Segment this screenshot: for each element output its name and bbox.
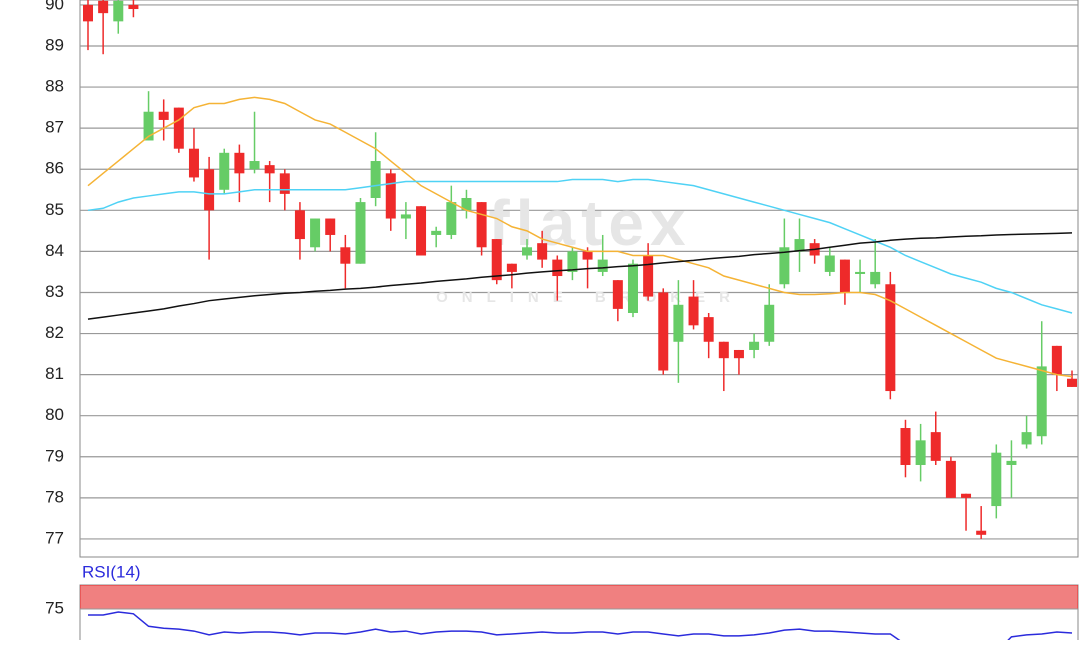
candle-body	[461, 197, 472, 211]
candle-body	[522, 247, 533, 256]
candle-body	[355, 202, 366, 264]
candle-body	[658, 292, 669, 371]
candle-body	[204, 169, 215, 211]
y-tick-label: 83	[45, 282, 64, 301]
candle-body	[733, 349, 744, 359]
candle-body	[476, 202, 487, 248]
moving-average	[87, 178, 1073, 314]
y-tick-label: 90	[45, 0, 64, 13]
panel-plot	[80, 585, 1078, 645]
candle-body	[627, 263, 638, 314]
y-tick-label: 79	[45, 446, 64, 465]
y-tick-label: 86	[45, 159, 64, 178]
overbought-zone	[80, 585, 1078, 610]
candle-body	[158, 111, 169, 120]
candle-body	[930, 432, 941, 461]
candle-body	[249, 161, 260, 170]
candle-body	[1051, 345, 1062, 375]
watermark: flatex	[488, 187, 691, 259]
candle-body	[128, 4, 139, 10]
y-tick-label: 82	[45, 323, 64, 342]
y-tick-label: 84	[45, 241, 64, 260]
candle-body	[961, 493, 972, 498]
candle-body	[1021, 432, 1032, 445]
candle-body	[824, 255, 835, 272]
candle-body	[976, 530, 987, 535]
candle-body	[264, 165, 275, 174]
candle-body	[506, 263, 517, 272]
candle-body	[839, 259, 850, 293]
candle-body	[446, 202, 457, 235]
candle-body	[188, 148, 199, 178]
candle-body	[310, 218, 321, 248]
y-tick-label: 81	[45, 364, 64, 383]
candle-body	[1006, 460, 1017, 465]
y-tick-label: 87	[45, 118, 64, 137]
y-tick-label: 80	[45, 405, 64, 424]
y-tick-label: 78	[45, 487, 64, 506]
candle-body	[1067, 378, 1077, 387]
candle-body	[431, 230, 442, 235]
candle-body	[703, 317, 714, 342]
candle-body	[143, 111, 154, 141]
candle-body	[612, 280, 623, 309]
moving-average	[87, 96, 1073, 378]
candle-body	[794, 239, 805, 252]
indicator-title: RSI(14)	[82, 562, 141, 581]
candle-body	[279, 173, 290, 194]
candle-body	[915, 440, 926, 465]
candle-body	[718, 341, 729, 359]
y-tick-label: 88	[45, 77, 64, 96]
watermark: ONLINE BROKER	[436, 289, 744, 306]
candle-body	[597, 259, 608, 272]
candle-body	[113, 0, 124, 22]
candle-body	[294, 210, 305, 240]
y-tick-label: 89	[45, 35, 64, 54]
candle-body	[688, 296, 699, 326]
candle-body	[491, 239, 502, 281]
candle-body	[885, 284, 896, 392]
candle-body	[537, 243, 548, 260]
candle-body	[567, 251, 578, 272]
candle-body	[764, 304, 775, 342]
y-tick-label: 85	[45, 200, 64, 219]
candle-body	[234, 152, 245, 174]
candle-body	[552, 259, 563, 277]
candle-body	[400, 214, 411, 219]
candle-body	[1036, 366, 1047, 437]
y-tick-label: 77	[45, 528, 64, 547]
candle-body	[870, 271, 881, 285]
candle-body	[98, 0, 109, 14]
candle-body	[900, 428, 911, 465]
candle-body	[325, 218, 336, 235]
plot-area	[79, 0, 1079, 558]
candle-body	[945, 460, 956, 498]
candle-body	[582, 251, 593, 260]
y-tick-label: 75	[45, 598, 64, 617]
candle-body	[385, 173, 396, 219]
moving-average	[87, 232, 1073, 320]
candle-body	[219, 152, 230, 190]
candle-body	[643, 255, 654, 297]
candle-body	[673, 304, 684, 342]
candle-body	[749, 341, 760, 350]
candle-body	[340, 247, 351, 264]
candle-body	[83, 4, 93, 22]
candle-body	[855, 271, 866, 274]
candle-body	[779, 247, 790, 285]
plot: flatex ONLINE BROKER	[83, 0, 1077, 539]
rsi-line	[88, 611, 1073, 645]
candle-body	[173, 107, 184, 149]
candle-body	[416, 206, 427, 256]
candle-body	[370, 161, 381, 198]
candle-body	[991, 452, 1002, 507]
